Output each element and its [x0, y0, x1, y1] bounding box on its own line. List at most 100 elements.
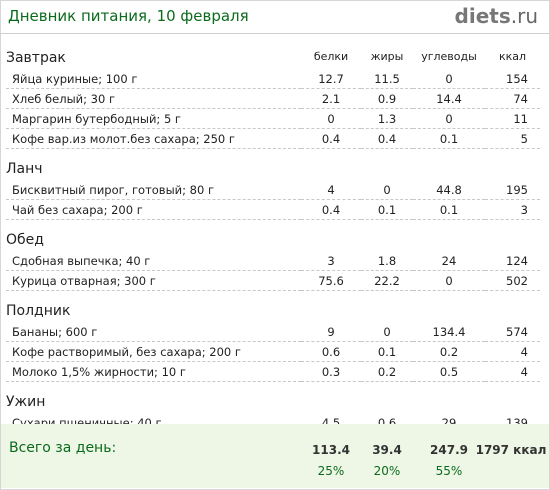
carbs-value: 0	[413, 69, 485, 89]
carbs-value: 0.1	[413, 128, 485, 149]
protein-value: 0	[301, 108, 361, 129]
total-protein: 113.4	[312, 443, 350, 457]
total-carbs: 247.9	[430, 443, 468, 457]
carbs-value: 0.1	[413, 199, 485, 220]
empty-cell	[485, 155, 540, 180]
empty-cell	[301, 155, 361, 180]
kcal-value: 574	[485, 322, 540, 342]
food-row[interactable]: Чай без сахара; 200 г 0.4 0.1 0.1 3	[6, 199, 540, 220]
empty-cell	[301, 226, 361, 251]
empty-cell	[485, 297, 540, 322]
carbs-value: 44.8	[413, 180, 485, 200]
food-row[interactable]: Хлеб белый; 30 г 2.1 0.9 14.4 74	[6, 88, 540, 109]
food-row[interactable]: Бисквитный пирог, готовый; 80 г 4 0 44.8 195	[6, 180, 540, 200]
meal-header: Полдник	[6, 297, 540, 322]
food-row[interactable]: Бананы; 600 г 9 0 134.4 574	[6, 322, 540, 342]
empty-cell	[301, 297, 361, 322]
food-row[interactable]: Яйца куриные; 100 г 12.7 11.5 0 154	[6, 69, 540, 89]
protein-value: 75.6	[301, 270, 361, 291]
fat-value: 0.1	[361, 199, 413, 220]
fat-value: 0	[361, 322, 413, 342]
food-name: Кофе растворимый, без сахара; 200 г	[6, 341, 301, 362]
logo-main: diets	[454, 4, 511, 28]
meal-header: Завтрак белки жиры углеводы ккал	[6, 44, 540, 69]
kcal-value: 11	[485, 108, 540, 129]
empty-cell	[361, 155, 413, 180]
carbs-percent: 55%	[435, 464, 463, 478]
food-name: Молоко 1,5% жирности; 10 г	[6, 361, 301, 382]
food-name: Курица отварная; 300 г	[6, 270, 301, 291]
food-name: Бананы; 600 г	[6, 322, 301, 342]
kcal-value: 4	[485, 361, 540, 382]
food-row[interactable]: Курица отварная; 300 г 75.6 22.2 0 502	[6, 270, 540, 291]
kcal-value: 74	[485, 88, 540, 109]
empty-cell	[485, 388, 540, 413]
carbs-value: 0.5	[413, 361, 485, 382]
column-header-fat: жиры	[370, 50, 404, 63]
kcal-value: 195	[485, 180, 540, 200]
meal-name: Ланч	[6, 161, 43, 177]
empty-cell	[413, 226, 485, 251]
total-kcal: 1797 ккал	[475, 443, 547, 457]
protein-value: 0.4	[301, 199, 361, 220]
logo-suffix: .ru	[510, 4, 538, 28]
fat-value: 0.1	[361, 341, 413, 362]
fat-value: 0.4	[361, 128, 413, 149]
daily-totals: Всего за день: 113.4 39.4 247.9 1797 кка…	[1, 424, 549, 488]
food-name: Бисквитный пирог, готовый; 80 г	[6, 180, 301, 200]
carbs-value: 0	[413, 108, 485, 129]
food-name: Кофе вар.из молот.без сахара; 250 г	[6, 128, 301, 149]
fat-value: 1.8	[361, 251, 413, 271]
empty-cell	[301, 388, 361, 413]
kcal-value: 124	[485, 251, 540, 271]
food-name: Яйца куриные; 100 г	[6, 69, 301, 89]
empty-cell	[413, 297, 485, 322]
kcal-value: 154	[485, 69, 540, 89]
fat-value: 22.2	[361, 270, 413, 291]
food-row[interactable]: Кофе вар.из молот.без сахара; 250 г 0.4 0.…	[6, 128, 540, 149]
site-logo[interactable]: diets.ru	[455, 4, 538, 28]
page-title: Дневник питания, 10 февраля	[8, 7, 249, 25]
empty-cell	[413, 388, 485, 413]
kcal-value: 3	[485, 199, 540, 220]
empty-cell	[485, 226, 540, 251]
kcal-value: 502	[485, 270, 540, 291]
protein-value: 0.4	[301, 128, 361, 149]
column-header-carbs: углеводы	[421, 50, 477, 63]
fat-value: 0.2	[361, 361, 413, 382]
fat-value: 0	[361, 180, 413, 200]
meal-name: Полдник	[6, 303, 71, 319]
totals-label: Всего за день:	[9, 440, 117, 456]
food-name: Сдобная выпечка; 40 г	[6, 251, 301, 271]
empty-cell	[361, 388, 413, 413]
protein-value: 3	[301, 251, 361, 271]
protein-percent: 25%	[317, 464, 345, 478]
meal-header: Ланч	[6, 155, 540, 180]
food-row[interactable]: Сдобная выпечка; 40 г 3 1.8 24 124	[6, 251, 540, 271]
column-header-kcal: ккал	[498, 50, 527, 63]
kcal-value: 5	[485, 128, 540, 149]
food-name: Чай без сахара; 200 г	[6, 199, 301, 220]
food-name: Маргарин бутербодный; 5 г	[6, 108, 301, 129]
protein-value: 4	[301, 180, 361, 200]
total-fat: 39.4	[372, 443, 402, 457]
fat-value: 0.9	[361, 88, 413, 109]
fat-value: 1.3	[361, 108, 413, 129]
carbs-value: 0	[413, 270, 485, 291]
protein-value: 9	[301, 322, 361, 342]
empty-cell	[361, 297, 413, 322]
protein-value: 2.1	[301, 88, 361, 109]
meal-header: Обед	[6, 226, 540, 251]
food-row[interactable]: Маргарин бутербодный; 5 г 0 1.3 0 11	[6, 108, 540, 129]
meal-name: Обед	[6, 232, 44, 248]
meal-name: Ужин	[6, 394, 46, 410]
fat-value: 11.5	[361, 69, 413, 89]
food-name: Хлеб белый; 30 г	[6, 88, 301, 109]
protein-value: 0.6	[301, 341, 361, 362]
fat-percent: 20%	[373, 464, 401, 478]
empty-cell	[361, 226, 413, 251]
kcal-value: 4	[485, 341, 540, 362]
column-header-protein: белки	[313, 50, 349, 63]
food-row[interactable]: Кофе растворимый, без сахара; 200 г 0.6 0.…	[6, 341, 540, 362]
